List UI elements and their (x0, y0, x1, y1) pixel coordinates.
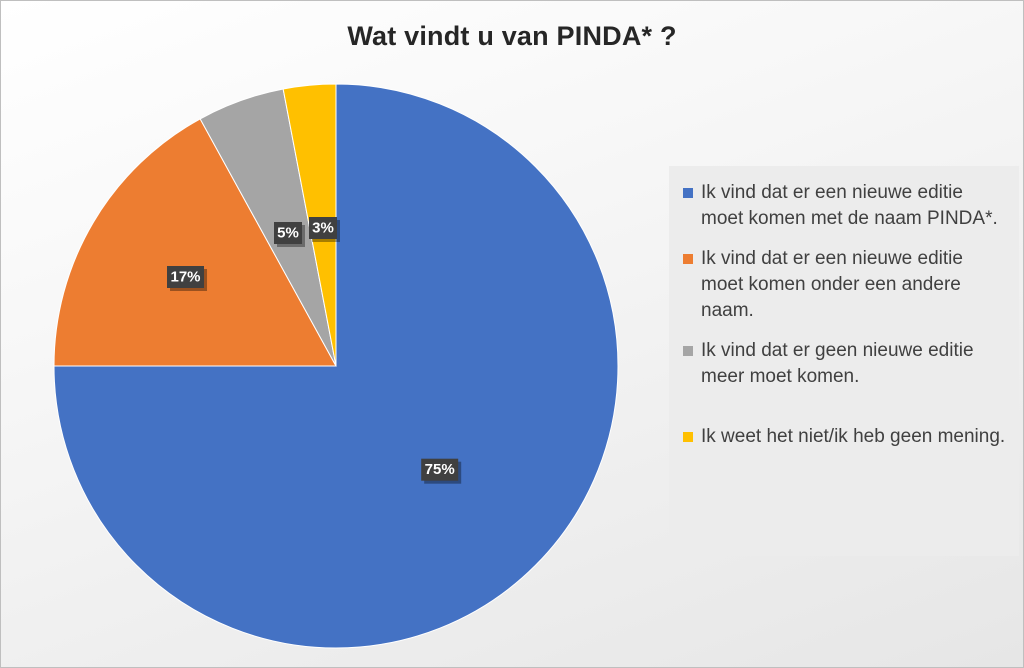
slice-label: 75% (421, 458, 462, 484)
slice-label: 17% (167, 265, 208, 291)
legend-swatch (683, 188, 693, 198)
pie-slice (53, 83, 619, 649)
legend-item: Ik vind dat er geen nieuwe editie meer m… (683, 338, 1009, 390)
slice-label-box (421, 458, 459, 481)
legend-label: Ik weet het niet/ik heb geen mening. (701, 426, 1006, 447)
slice-label: 5% (274, 222, 305, 247)
slice-label-text: 3% (312, 220, 334, 237)
legend-label: Ik vind dat er een nieuwe editie moet ko… (701, 248, 963, 321)
legend-item: Ik vind dat er een nieuwe editie moet ko… (683, 246, 1009, 324)
legend-swatch (683, 432, 693, 442)
legend: Ik vind dat er een nieuwe editie moet ko… (669, 166, 1019, 556)
slice-label-box (274, 222, 302, 244)
legend-item: Ik weet het niet/ik heb geen mening. (683, 424, 1009, 450)
legend-swatch (683, 254, 693, 264)
slice-label-text: 75% (425, 461, 455, 478)
slice-label: 3% (309, 217, 340, 242)
slice-label-text: 5% (277, 225, 299, 242)
legend-swatch (683, 346, 693, 356)
chart-title: Wat vindt u van PINDA* ? (347, 21, 677, 51)
legend-label: Ik vind dat er geen nieuwe editie meer m… (701, 340, 974, 387)
slice-label-box (167, 265, 205, 288)
pie-slice (53, 118, 337, 367)
slice-label-box (309, 217, 337, 239)
legend-label: Ik vind dat er een nieuwe editie moet ko… (701, 182, 998, 229)
legend-item: Ik vind dat er een nieuwe editie moet ko… (683, 180, 1009, 232)
slice-label-text: 17% (170, 268, 200, 285)
